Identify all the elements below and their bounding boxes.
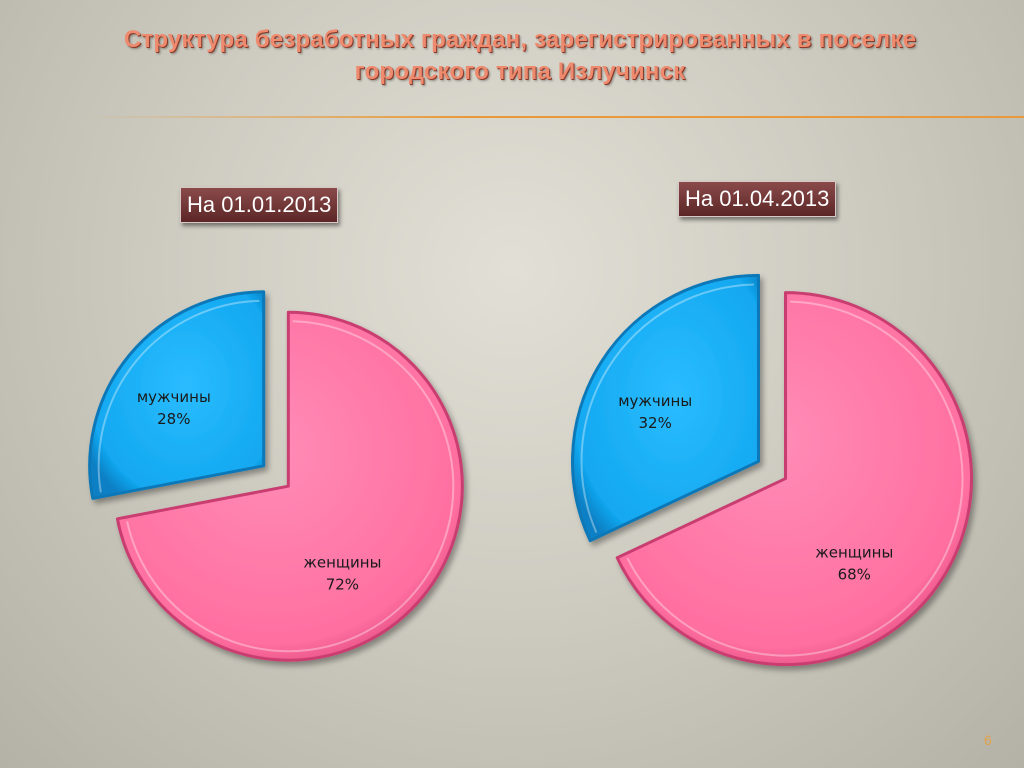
chart-2-label-women-category: женщины [815,544,893,562]
chart-1-date-label: На 01.01.2013 [180,187,339,223]
slide-title: Структура безработных граждан, зарегистр… [60,24,980,88]
chart-1-label-women-category: женщины [303,553,381,571]
title-divider [80,116,1024,118]
chart-2-slice-men-bevel [580,283,754,533]
chart-2-slice-men [571,273,760,543]
chart-2-slice-women [615,291,973,666]
chart-2-slice-women-bevel [626,300,964,657]
chart-1-label-men-category: мужчины [137,388,211,406]
chart-1-label-men-value: 28% [157,410,190,428]
chart-1-slice-women [115,310,464,662]
slide-title-line-2: городского типа Излучинск [354,58,686,85]
slide-title-line-1: Структура безработных граждан, зарегистр… [123,26,917,53]
chart-2-label-women-value: 68% [838,566,871,584]
chart-2-date-label: На 01.04.2013 [678,181,837,217]
chart-2-label-men-category: мужчины [618,392,692,410]
chart-2-label-men-value: 32% [639,414,672,432]
chart-1-label-women-value: 72% [326,575,359,593]
chart-1-slice-men [88,290,266,500]
page-number: 6 [984,732,992,748]
chart-1-slice-women-bevel [126,320,455,653]
chart-1-slice-men-bevel [97,299,260,493]
